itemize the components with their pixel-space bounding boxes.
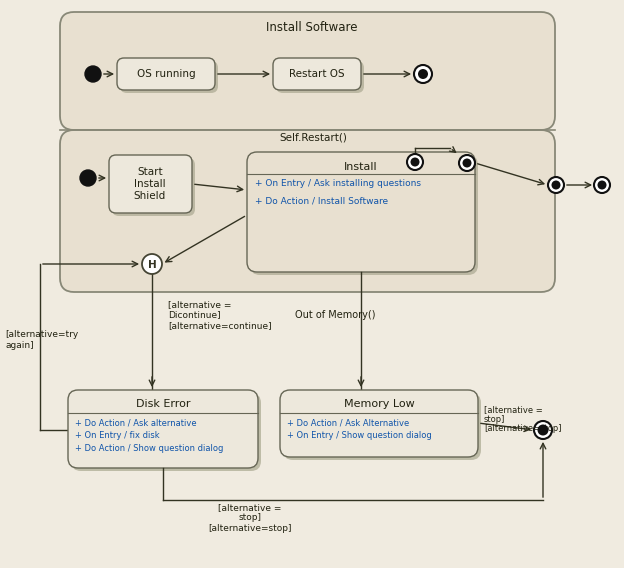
FancyBboxPatch shape bbox=[71, 393, 261, 471]
FancyBboxPatch shape bbox=[280, 390, 478, 457]
FancyBboxPatch shape bbox=[109, 155, 192, 213]
Text: Memory Low: Memory Low bbox=[344, 399, 414, 409]
Text: Out of Memory(): Out of Memory() bbox=[295, 310, 376, 320]
Text: Restart OS: Restart OS bbox=[289, 69, 345, 79]
Text: Disk Error: Disk Error bbox=[136, 399, 190, 409]
Text: OS running: OS running bbox=[137, 69, 195, 79]
Circle shape bbox=[534, 421, 552, 439]
Circle shape bbox=[407, 154, 423, 170]
FancyBboxPatch shape bbox=[112, 158, 195, 216]
Text: + Do Action / Ask alternative: + Do Action / Ask alternative bbox=[75, 418, 197, 427]
Text: [alternative =
stop]
[alternative=stop]: [alternative = stop] [alternative=stop] bbox=[208, 503, 292, 533]
Text: + Do Action / Ask Alternative: + Do Action / Ask Alternative bbox=[287, 418, 409, 427]
Circle shape bbox=[414, 65, 432, 83]
FancyBboxPatch shape bbox=[120, 61, 218, 93]
Circle shape bbox=[80, 170, 96, 186]
Circle shape bbox=[598, 181, 607, 190]
FancyBboxPatch shape bbox=[68, 390, 258, 468]
FancyBboxPatch shape bbox=[250, 155, 478, 275]
FancyBboxPatch shape bbox=[273, 58, 361, 90]
Circle shape bbox=[552, 181, 560, 190]
FancyBboxPatch shape bbox=[276, 61, 364, 93]
Circle shape bbox=[594, 177, 610, 193]
Text: Install: Install bbox=[344, 162, 378, 172]
Circle shape bbox=[418, 69, 428, 79]
Text: Start
Install
Shield: Start Install Shield bbox=[134, 168, 166, 201]
Circle shape bbox=[85, 66, 101, 82]
Text: [alternative=try
again]: [alternative=try again] bbox=[5, 331, 78, 350]
FancyBboxPatch shape bbox=[60, 130, 555, 292]
Text: Install Software: Install Software bbox=[266, 21, 358, 34]
Circle shape bbox=[462, 158, 472, 168]
Text: + Do Action / Show question dialog: + Do Action / Show question dialog bbox=[75, 444, 223, 453]
Text: + Do Action / Install Software: + Do Action / Install Software bbox=[255, 196, 388, 205]
Text: [alternative =
Dicontinue]
[alternative=continue]: [alternative = Dicontinue] [alternative=… bbox=[168, 300, 271, 330]
Text: [alternative =
stop]: [alternative = stop] bbox=[484, 405, 543, 424]
Text: H: H bbox=[148, 260, 157, 269]
FancyBboxPatch shape bbox=[117, 58, 215, 90]
FancyBboxPatch shape bbox=[247, 152, 475, 272]
Circle shape bbox=[459, 155, 475, 171]
Text: + On Entry / fix disk: + On Entry / fix disk bbox=[75, 431, 160, 440]
Circle shape bbox=[548, 177, 564, 193]
Circle shape bbox=[142, 254, 162, 274]
FancyBboxPatch shape bbox=[283, 393, 481, 460]
Text: + On Entry / Show question dialog: + On Entry / Show question dialog bbox=[287, 431, 432, 440]
Text: + On Entry / Ask installing questions: + On Entry / Ask installing questions bbox=[255, 179, 421, 188]
FancyBboxPatch shape bbox=[60, 12, 555, 130]
Circle shape bbox=[537, 424, 548, 436]
Circle shape bbox=[411, 157, 419, 166]
Text: Self.Restart(): Self.Restart() bbox=[279, 133, 347, 143]
Text: [alternative=stop]: [alternative=stop] bbox=[484, 424, 562, 433]
